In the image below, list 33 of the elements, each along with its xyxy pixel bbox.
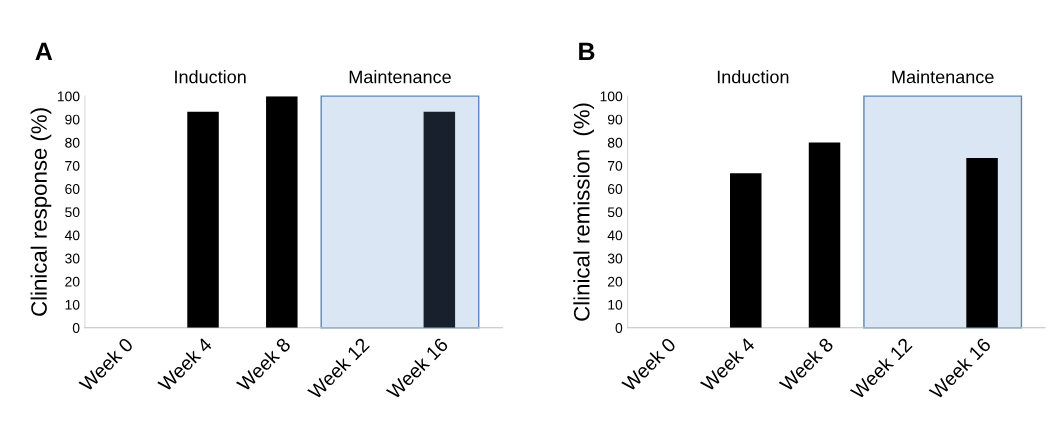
y-tick-label: 70: [608, 160, 623, 171]
y-tick-label: 60: [608, 184, 623, 194]
y-tick-label: 40: [607, 230, 623, 241]
y-tick-label: 20: [65, 276, 80, 287]
y-tick-label: 80: [607, 137, 623, 148]
y-tick-label: 40: [64, 230, 80, 241]
band-label: Maintenance: [892, 70, 994, 84]
y-tick-label: 60: [65, 184, 80, 194]
y-tick-label: 10: [65, 299, 80, 310]
y-tick-label: 50: [65, 207, 80, 218]
y-axis-title: Clinical remission (%): [573, 103, 595, 321]
y-tick-label: 70: [65, 160, 80, 171]
chart-title: B: [579, 42, 595, 61]
bar: [966, 157, 998, 328]
bar: [730, 173, 762, 328]
y-tick-label: 30: [65, 253, 80, 264]
chart-title: A: [35, 42, 53, 61]
band-label: Maintenance: [349, 70, 451, 84]
text: Induction: [717, 70, 789, 84]
y-axis-title: Clinical response (%): [30, 108, 52, 316]
y-tick-label: 100: [57, 91, 80, 102]
y-tick-label: 50: [607, 207, 623, 218]
y-tick-label: 80: [65, 137, 80, 148]
y-tick-label: 10: [608, 299, 623, 310]
y-tick-label: 20: [608, 276, 623, 287]
y-tick-label: 100: [600, 91, 623, 102]
y-tick-label: 0: [615, 323, 623, 333]
text: Induction: [175, 70, 246, 84]
y-tick-label: 0: [72, 323, 80, 333]
y-tick-label: 30: [607, 253, 623, 264]
y-tick-label: 90: [607, 114, 623, 125]
bar: [808, 142, 841, 328]
y-tick-label: 90: [65, 114, 80, 125]
